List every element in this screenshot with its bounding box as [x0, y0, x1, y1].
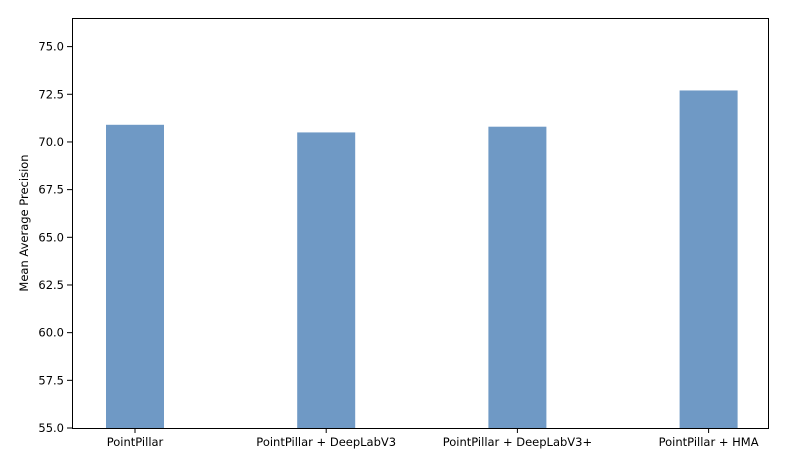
y-tick-label: 55.0	[38, 421, 64, 435]
plot-frame	[72, 18, 769, 429]
bar	[297, 132, 356, 428]
y-tick-label: 67.5	[38, 183, 64, 197]
y-axis-ticks: 55.0 57.5 60.0 62.5 65.0 67.5 70.0 72.5 75.0	[38, 40, 72, 435]
bar	[488, 126, 547, 428]
y-tick-label: 62.5	[38, 278, 64, 292]
bar	[679, 90, 738, 428]
y-tick-label: 65.0	[38, 230, 64, 244]
bar	[106, 124, 164, 428]
y-tick-label: 75.0	[38, 40, 64, 54]
x-tick-label: PointPillar	[107, 435, 164, 449]
y-axis-label: Mean Average Precision	[17, 154, 31, 291]
y-tick-label: 72.5	[38, 87, 64, 101]
bars	[106, 90, 738, 428]
y-tick-label: 60.0	[38, 326, 64, 340]
x-tick-label: PointPillar + DeepLabV3+	[443, 435, 592, 449]
x-tick-label: PointPillar + HMA	[659, 435, 759, 449]
x-axis-ticks: PointPillar PointPillar + DeepLabV3 PointP…	[107, 428, 759, 449]
y-tick-label: 57.5	[38, 373, 64, 387]
x-tick-label: PointPillar + DeepLabV3	[256, 435, 396, 449]
y-tick-label: 70.0	[38, 135, 64, 149]
